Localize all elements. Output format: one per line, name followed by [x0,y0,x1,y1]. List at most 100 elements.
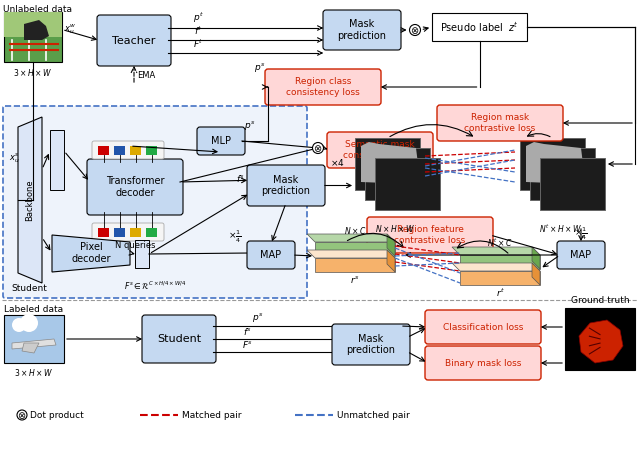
Text: Teacher: Teacher [112,36,156,45]
Text: Transformer
decoder: Transformer decoder [106,176,164,198]
FancyBboxPatch shape [247,165,325,206]
Polygon shape [387,250,395,272]
Text: Unlabeled data: Unlabeled data [3,5,72,14]
Circle shape [410,24,420,36]
Bar [146,228,157,237]
Text: Student: Student [11,284,47,293]
Bar [565,308,635,370]
FancyBboxPatch shape [247,241,295,269]
Circle shape [20,314,38,332]
Text: Mask
prediction: Mask prediction [262,175,310,196]
FancyBboxPatch shape [97,15,171,66]
Polygon shape [24,20,49,40]
Polygon shape [315,242,395,256]
Text: Dot product: Dot product [30,410,84,419]
Bar [355,138,420,190]
FancyBboxPatch shape [323,10,401,50]
Bar [540,158,605,210]
Text: Mask
prediction: Mask prediction [346,334,396,356]
Text: Classification loss: Classification loss [443,323,523,332]
Polygon shape [532,263,540,285]
Text: $N^t\times H\times W$: $N^t\times H\times W$ [538,223,582,235]
Text: Backbone: Backbone [26,179,35,221]
Polygon shape [452,263,540,271]
FancyBboxPatch shape [265,69,381,105]
Bar [520,138,585,190]
Text: $\times\frac{1}{4}$: $\times\frac{1}{4}$ [574,226,588,242]
FancyBboxPatch shape [437,105,563,141]
Circle shape [312,143,323,153]
FancyBboxPatch shape [557,241,605,269]
Text: $p^s$: $p^s$ [253,60,265,73]
Bar [114,228,125,237]
Polygon shape [52,235,130,272]
Bar [4,12,62,37]
Text: $x_u^w$: $x_u^w$ [64,23,76,36]
Polygon shape [361,142,418,184]
FancyBboxPatch shape [92,141,164,159]
Polygon shape [579,320,623,363]
Text: $r^t$: $r^t$ [495,287,504,299]
Polygon shape [315,258,395,272]
Text: $p^s$: $p^s$ [244,120,255,132]
Text: Region feature
contrastive loss: Region feature contrastive loss [394,225,466,245]
FancyBboxPatch shape [332,324,410,365]
Text: $r^s$: $r^s$ [350,274,360,285]
Text: $p^t$: $p^t$ [193,11,204,25]
Bar [432,13,527,41]
FancyBboxPatch shape [425,346,541,380]
FancyBboxPatch shape [87,159,183,215]
FancyBboxPatch shape [92,223,164,241]
Text: $\times 4$: $\times 4$ [330,158,345,168]
FancyBboxPatch shape [327,132,433,168]
Text: Ground truth: Ground truth [571,296,629,305]
Text: $\otimes$: $\otimes$ [410,25,420,36]
Text: $N\times C$: $N\times C$ [344,225,366,235]
Polygon shape [526,142,583,184]
Polygon shape [307,234,395,242]
Text: $f^s$: $f^s$ [243,326,253,337]
Text: MLP: MLP [211,136,231,146]
Text: $p^s$: $p^s$ [252,311,264,324]
Text: Unmatched pair: Unmatched pair [337,410,410,419]
Bar [114,146,125,155]
Text: Student: Student [157,334,201,344]
Bar [98,228,109,237]
Text: $\times\frac{1}{4}$: $\times\frac{1}{4}$ [228,229,242,245]
Text: Labeled data: Labeled data [4,305,63,314]
Bar [365,148,430,200]
FancyBboxPatch shape [197,127,245,155]
Polygon shape [460,255,540,269]
Text: Pixel
decoder: Pixel decoder [71,242,111,264]
Bar [530,148,595,200]
Bar [375,158,440,210]
Circle shape [12,318,26,332]
Polygon shape [12,339,56,349]
Polygon shape [532,247,540,269]
Text: Matched pair: Matched pair [182,410,241,419]
Text: Pseudo label  $z^t$: Pseudo label $z^t$ [440,20,519,34]
Polygon shape [18,117,42,283]
Text: Semantic mask
consistency loss: Semantic mask consistency loss [343,140,417,160]
Text: $F^s\in\mathcal{R}^{C\times H/4\times W/4}$: $F^s\in\mathcal{R}^{C\times H/4\times W/… [124,279,186,292]
Bar [130,146,141,155]
Polygon shape [460,271,540,285]
Text: $f^t$: $f^t$ [194,25,202,37]
Text: MAP: MAP [570,250,591,260]
Bar [50,130,64,190]
Text: $F^t$: $F^t$ [193,38,204,50]
Text: Region mask
contrastive loss: Region mask contrastive loss [465,113,536,133]
FancyBboxPatch shape [142,315,216,363]
FancyBboxPatch shape [3,106,307,298]
Bar [4,12,62,62]
Text: $N\times H\times W$: $N\times H\times W$ [375,223,415,234]
Polygon shape [307,250,395,258]
Bar [4,315,64,363]
Polygon shape [452,247,540,255]
Text: $f^s$: $f^s$ [236,172,245,184]
Bar [130,228,141,237]
Text: Region class
consistency loss: Region class consistency loss [286,77,360,97]
Text: $3\times H\times W$: $3\times H\times W$ [15,367,54,378]
Text: EMA: EMA [137,71,156,80]
Polygon shape [387,234,395,256]
